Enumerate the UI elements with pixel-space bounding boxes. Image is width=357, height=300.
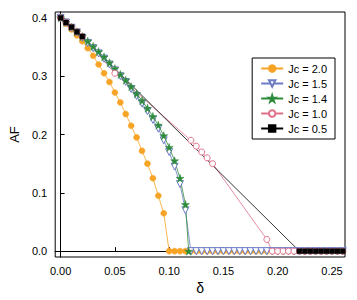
svg-text:Jc = 1.5: Jc = 1.5 (288, 78, 327, 90)
svg-text:0.20: 0.20 (267, 265, 288, 277)
svg-text:Jc = 2.0: Jc = 2.0 (288, 63, 327, 75)
svg-text:0.25: 0.25 (321, 265, 342, 277)
svg-text:0.15: 0.15 (213, 265, 234, 277)
svg-text:0.1: 0.1 (32, 187, 47, 199)
svg-text:0.4: 0.4 (32, 12, 47, 24)
svg-text:AF: AF (7, 126, 22, 143)
svg-text:Jc = 1.0: Jc = 1.0 (288, 108, 327, 120)
svg-text:0.3: 0.3 (32, 70, 47, 82)
svg-text:Jc = 1.4: Jc = 1.4 (288, 93, 327, 105)
svg-text:0.2: 0.2 (32, 129, 47, 141)
svg-text:δ: δ (196, 280, 204, 296)
svg-text:0.05: 0.05 (104, 265, 125, 277)
svg-text:0.10: 0.10 (158, 265, 179, 277)
svg-text:0.00: 0.00 (50, 265, 71, 277)
svg-text:0.0: 0.0 (32, 245, 47, 257)
svg-text:Jc = 0.5: Jc = 0.5 (288, 123, 327, 135)
